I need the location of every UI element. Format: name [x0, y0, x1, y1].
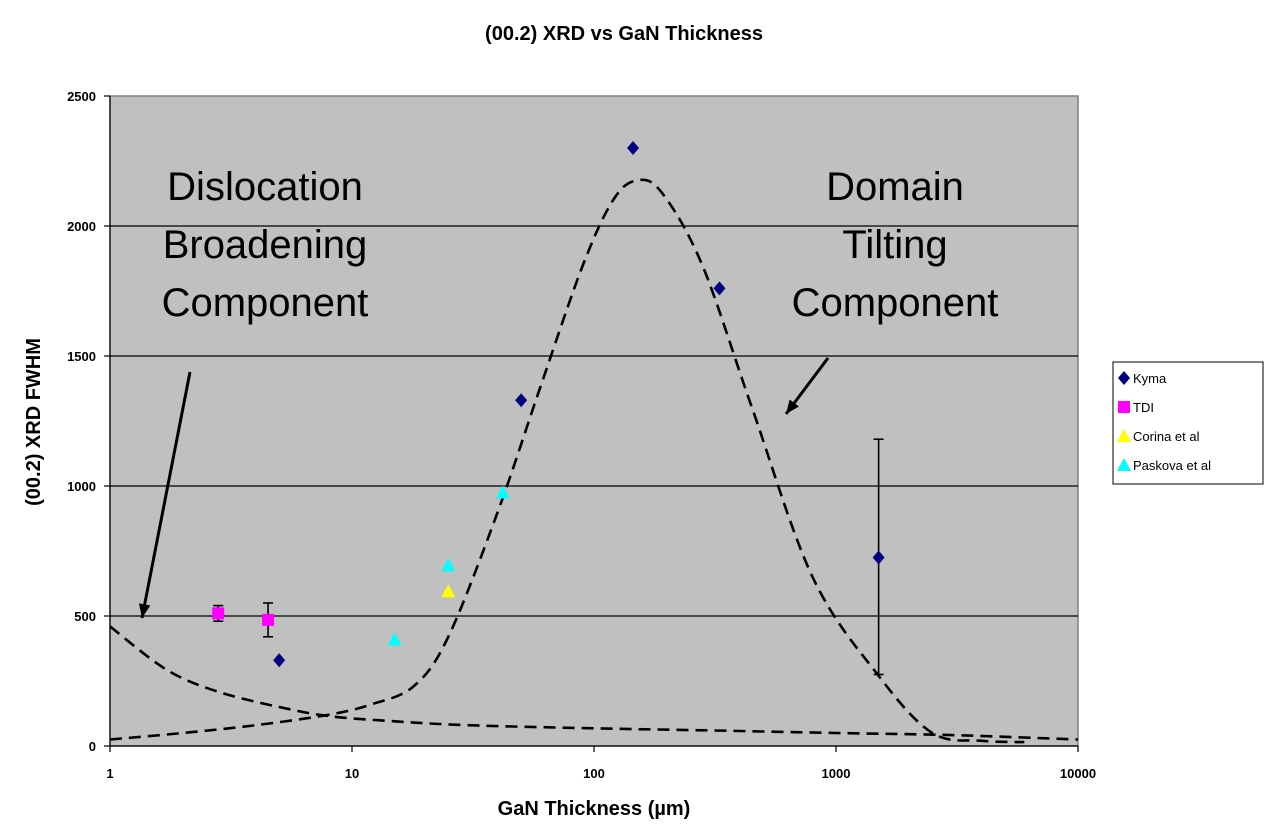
dashed-curve	[109, 625, 1079, 741]
data-points	[212, 141, 885, 668]
annotation-text: Broadening	[163, 223, 368, 267]
x-tick-label: 10000	[1060, 766, 1096, 781]
y-tick-label: 2500	[67, 89, 96, 104]
legend-box	[1112, 361, 1264, 485]
legend-label: Kyma	[1133, 371, 1167, 386]
legend-label: Paskova et al	[1133, 458, 1211, 473]
data-point	[872, 550, 885, 565]
dashed-curve	[109, 178, 1025, 744]
annotation-arrowhead	[786, 399, 799, 414]
x-tick-label: 100	[583, 766, 605, 781]
legend-marker	[1118, 401, 1130, 413]
legend: Kyma TDI Corina et al Paskova et al	[1112, 361, 1264, 485]
annotation-text: Dislocation	[167, 165, 363, 209]
annotation-text: Domain	[826, 165, 964, 209]
data-point	[262, 613, 275, 626]
data-point	[713, 281, 726, 296]
legend-marker	[1117, 458, 1131, 471]
y-tick-label: 1000	[67, 479, 96, 494]
y-tick-label: 2000	[67, 219, 96, 234]
y-tick-label: 500	[74, 609, 96, 624]
data-point	[627, 141, 640, 155]
annotation-text: Component	[162, 281, 369, 325]
y-axis-label: (00.2) XRD FWHM	[23, 338, 45, 506]
legend-marker	[1118, 371, 1130, 385]
y-tick-label: 0	[89, 739, 96, 754]
annotation-text: Tilting	[842, 223, 947, 267]
legend-label: Corina et al	[1133, 429, 1200, 444]
data-point	[441, 584, 456, 598]
x-tick-label: 1000	[822, 766, 851, 781]
data-point	[515, 393, 528, 408]
data-point	[273, 653, 286, 668]
data-point	[441, 558, 456, 572]
legend-label: TDI	[1133, 400, 1154, 415]
chart-title: (00.2) XRD vs GaN Thickness	[485, 23, 763, 45]
plot-area	[109, 95, 1079, 747]
x-tick-label: 10	[345, 766, 359, 781]
data-point	[212, 607, 225, 620]
legend-marker	[1117, 429, 1131, 442]
annotations: Dislocation Broadening Component Domain Tilt…	[138, 165, 999, 619]
annotation-arrow	[140, 371, 192, 619]
y-tick-label: 1500	[67, 349, 96, 364]
dashed-curves	[109, 178, 1079, 744]
x-tick-label: 1	[106, 766, 113, 781]
annotation-arrowhead	[138, 603, 151, 618]
axes: 0 500 1000 1500 2000 2500 1 10 100 1000 10000	[67, 89, 1096, 781]
data-point	[495, 485, 510, 499]
annotation-text: Component	[792, 281, 999, 325]
x-axis-label: GaN Thickness (µm)	[498, 798, 691, 820]
data-point	[387, 632, 402, 646]
